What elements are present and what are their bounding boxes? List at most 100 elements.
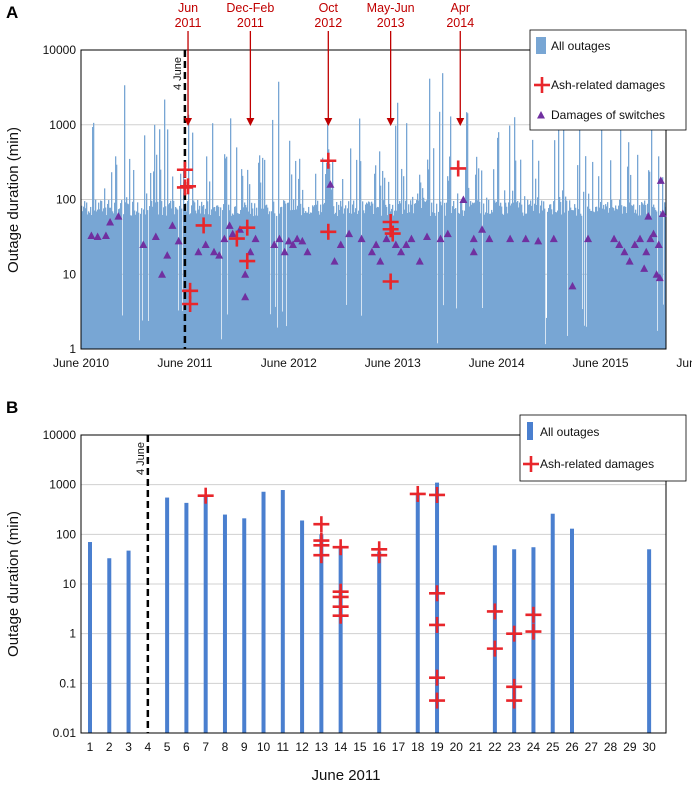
panel-a-outage-bar bbox=[84, 201, 86, 349]
panel-b-x-tick-label: 23 bbox=[507, 740, 521, 754]
panel-a-outage-bar bbox=[552, 214, 554, 349]
panel-a-outage-bar bbox=[493, 169, 495, 349]
panel-b-ash-damage-point bbox=[409, 485, 426, 502]
panel-a-outage-bar bbox=[320, 204, 322, 349]
switch-damage-point bbox=[382, 234, 391, 243]
panel-a-outage-bar bbox=[434, 212, 436, 349]
panel-a-outage-bar bbox=[269, 211, 271, 349]
panel-a-outage-bar bbox=[203, 205, 205, 349]
panel-a-outage-bar bbox=[371, 201, 373, 349]
ash-damage-point bbox=[239, 253, 256, 270]
panel-a-outage-bar bbox=[579, 127, 581, 350]
panel-a-outage-bar bbox=[429, 78, 431, 350]
panel-a-outage-bar bbox=[513, 202, 515, 349]
panel-a-outage-bar bbox=[498, 132, 500, 349]
panel-b-ash-damage-point bbox=[313, 516, 330, 533]
panel-a-outage-bar bbox=[500, 202, 502, 349]
panel-a-outage-bar bbox=[241, 169, 243, 349]
panel-a-outage-bar bbox=[309, 213, 311, 349]
annotation-line1: Jun bbox=[178, 1, 198, 15]
panel-a-outage-bar bbox=[198, 209, 200, 349]
panel-a-outage-bar bbox=[90, 206, 92, 349]
panel-b-outage-bar bbox=[203, 494, 208, 733]
switch-damage-point bbox=[357, 234, 366, 243]
panel-a-outage-bar bbox=[504, 190, 506, 349]
panel-a-outage-bar bbox=[91, 215, 93, 349]
panel-a-outage-bar bbox=[142, 320, 144, 349]
panel-a-outage-bar bbox=[289, 140, 291, 349]
switch-damage-point bbox=[151, 232, 160, 240]
panel-b-outage-bar bbox=[107, 558, 112, 733]
panel-a-outage-bar bbox=[246, 207, 248, 349]
switch-damage-point bbox=[655, 273, 664, 282]
panel-a-outage-bar bbox=[359, 118, 361, 349]
annotation-arrow-head bbox=[184, 118, 193, 126]
panel-a-outage-bar bbox=[133, 169, 135, 349]
panel-a-y-tick-label: 100 bbox=[56, 193, 76, 207]
panel-a-outage-bar bbox=[532, 139, 534, 349]
panel-a-outage-bar bbox=[413, 213, 415, 349]
legend-b-swatch-ash bbox=[523, 456, 539, 472]
panel-a-outage-bar bbox=[195, 210, 197, 349]
panel-a-outage-bar bbox=[338, 204, 340, 349]
panel-a-outage-bar bbox=[125, 202, 127, 349]
panel-a-outage-bar bbox=[664, 202, 666, 349]
annotation-line2: 2012 bbox=[314, 16, 342, 30]
panel-a-outage-bar bbox=[190, 213, 192, 349]
panel-a-outage-bar bbox=[263, 208, 265, 349]
panel-a-outage-bar bbox=[136, 211, 138, 349]
switch-damage-point bbox=[241, 270, 250, 278]
panel-a-outage-bar bbox=[316, 204, 318, 349]
switch-damage-point bbox=[642, 247, 651, 256]
panel-a-outage-bar bbox=[555, 212, 557, 349]
panel-a-outage-bar bbox=[191, 205, 193, 349]
panel-a-outage-bar bbox=[358, 210, 360, 349]
panel-a-outage-bar bbox=[394, 210, 396, 349]
panel-a-outage-bar bbox=[529, 204, 531, 349]
panel-a-outage-bar bbox=[277, 327, 279, 349]
panel-a-outage-bar bbox=[561, 214, 563, 349]
panel-a-outage-bar bbox=[124, 85, 126, 349]
panel-a-outage-bar bbox=[137, 202, 139, 349]
panel-a-outage-bar bbox=[566, 200, 568, 349]
switch-damage-point bbox=[275, 234, 284, 243]
panel-a-outage-bar bbox=[521, 204, 523, 349]
panel-a-outage-bar bbox=[302, 189, 304, 349]
panel-a-outage-bar bbox=[88, 211, 90, 349]
panel-a-outage-bar bbox=[404, 209, 406, 349]
switch-damage-point bbox=[251, 234, 260, 243]
panel-b-ash-damage-point bbox=[429, 585, 446, 602]
panel-a-outage-bar bbox=[212, 123, 214, 349]
annotation-line1: Apr bbox=[451, 1, 470, 15]
ash-damage-point bbox=[239, 219, 256, 236]
panel-b-outage-bar bbox=[647, 549, 652, 733]
switch-damage-point bbox=[293, 234, 302, 243]
panel-a-outage-bar bbox=[523, 215, 525, 349]
panel-a-outage-bar bbox=[426, 200, 428, 349]
panel-a-outage-bar bbox=[409, 212, 411, 349]
panel-a-outage-bar bbox=[420, 182, 422, 349]
switch-damage-point bbox=[158, 270, 167, 278]
panel-a-outage-bar bbox=[363, 210, 365, 349]
panel-a-outage-bar bbox=[286, 326, 288, 349]
panel-a-outage-bar bbox=[632, 205, 634, 349]
panel-a-outage-bar bbox=[572, 210, 574, 349]
panel-b-ash-damage-points bbox=[197, 485, 542, 709]
panel-a-outage-bar bbox=[340, 200, 342, 349]
panel-a-outage-bar bbox=[321, 212, 323, 349]
panel-a-outage-bar bbox=[344, 208, 346, 349]
switch-damage-point bbox=[241, 292, 250, 301]
panel-a-outage-bar bbox=[535, 178, 537, 349]
panel-a-outage-bar bbox=[370, 205, 372, 349]
switch-damage-point bbox=[568, 281, 577, 290]
panel-a-outage-bar bbox=[141, 208, 143, 349]
panel-a-outage-bar bbox=[511, 203, 513, 349]
panel-a-outage-bar bbox=[258, 162, 260, 349]
panel-a-outage-bar bbox=[430, 215, 432, 349]
panel-a-outage-bar bbox=[342, 179, 344, 349]
panel-a-outage-bar bbox=[236, 147, 238, 349]
panel-a-outage-bar bbox=[216, 205, 218, 349]
panel-a-outage-bar bbox=[103, 208, 105, 349]
panel-a-outage-bar bbox=[517, 200, 519, 349]
